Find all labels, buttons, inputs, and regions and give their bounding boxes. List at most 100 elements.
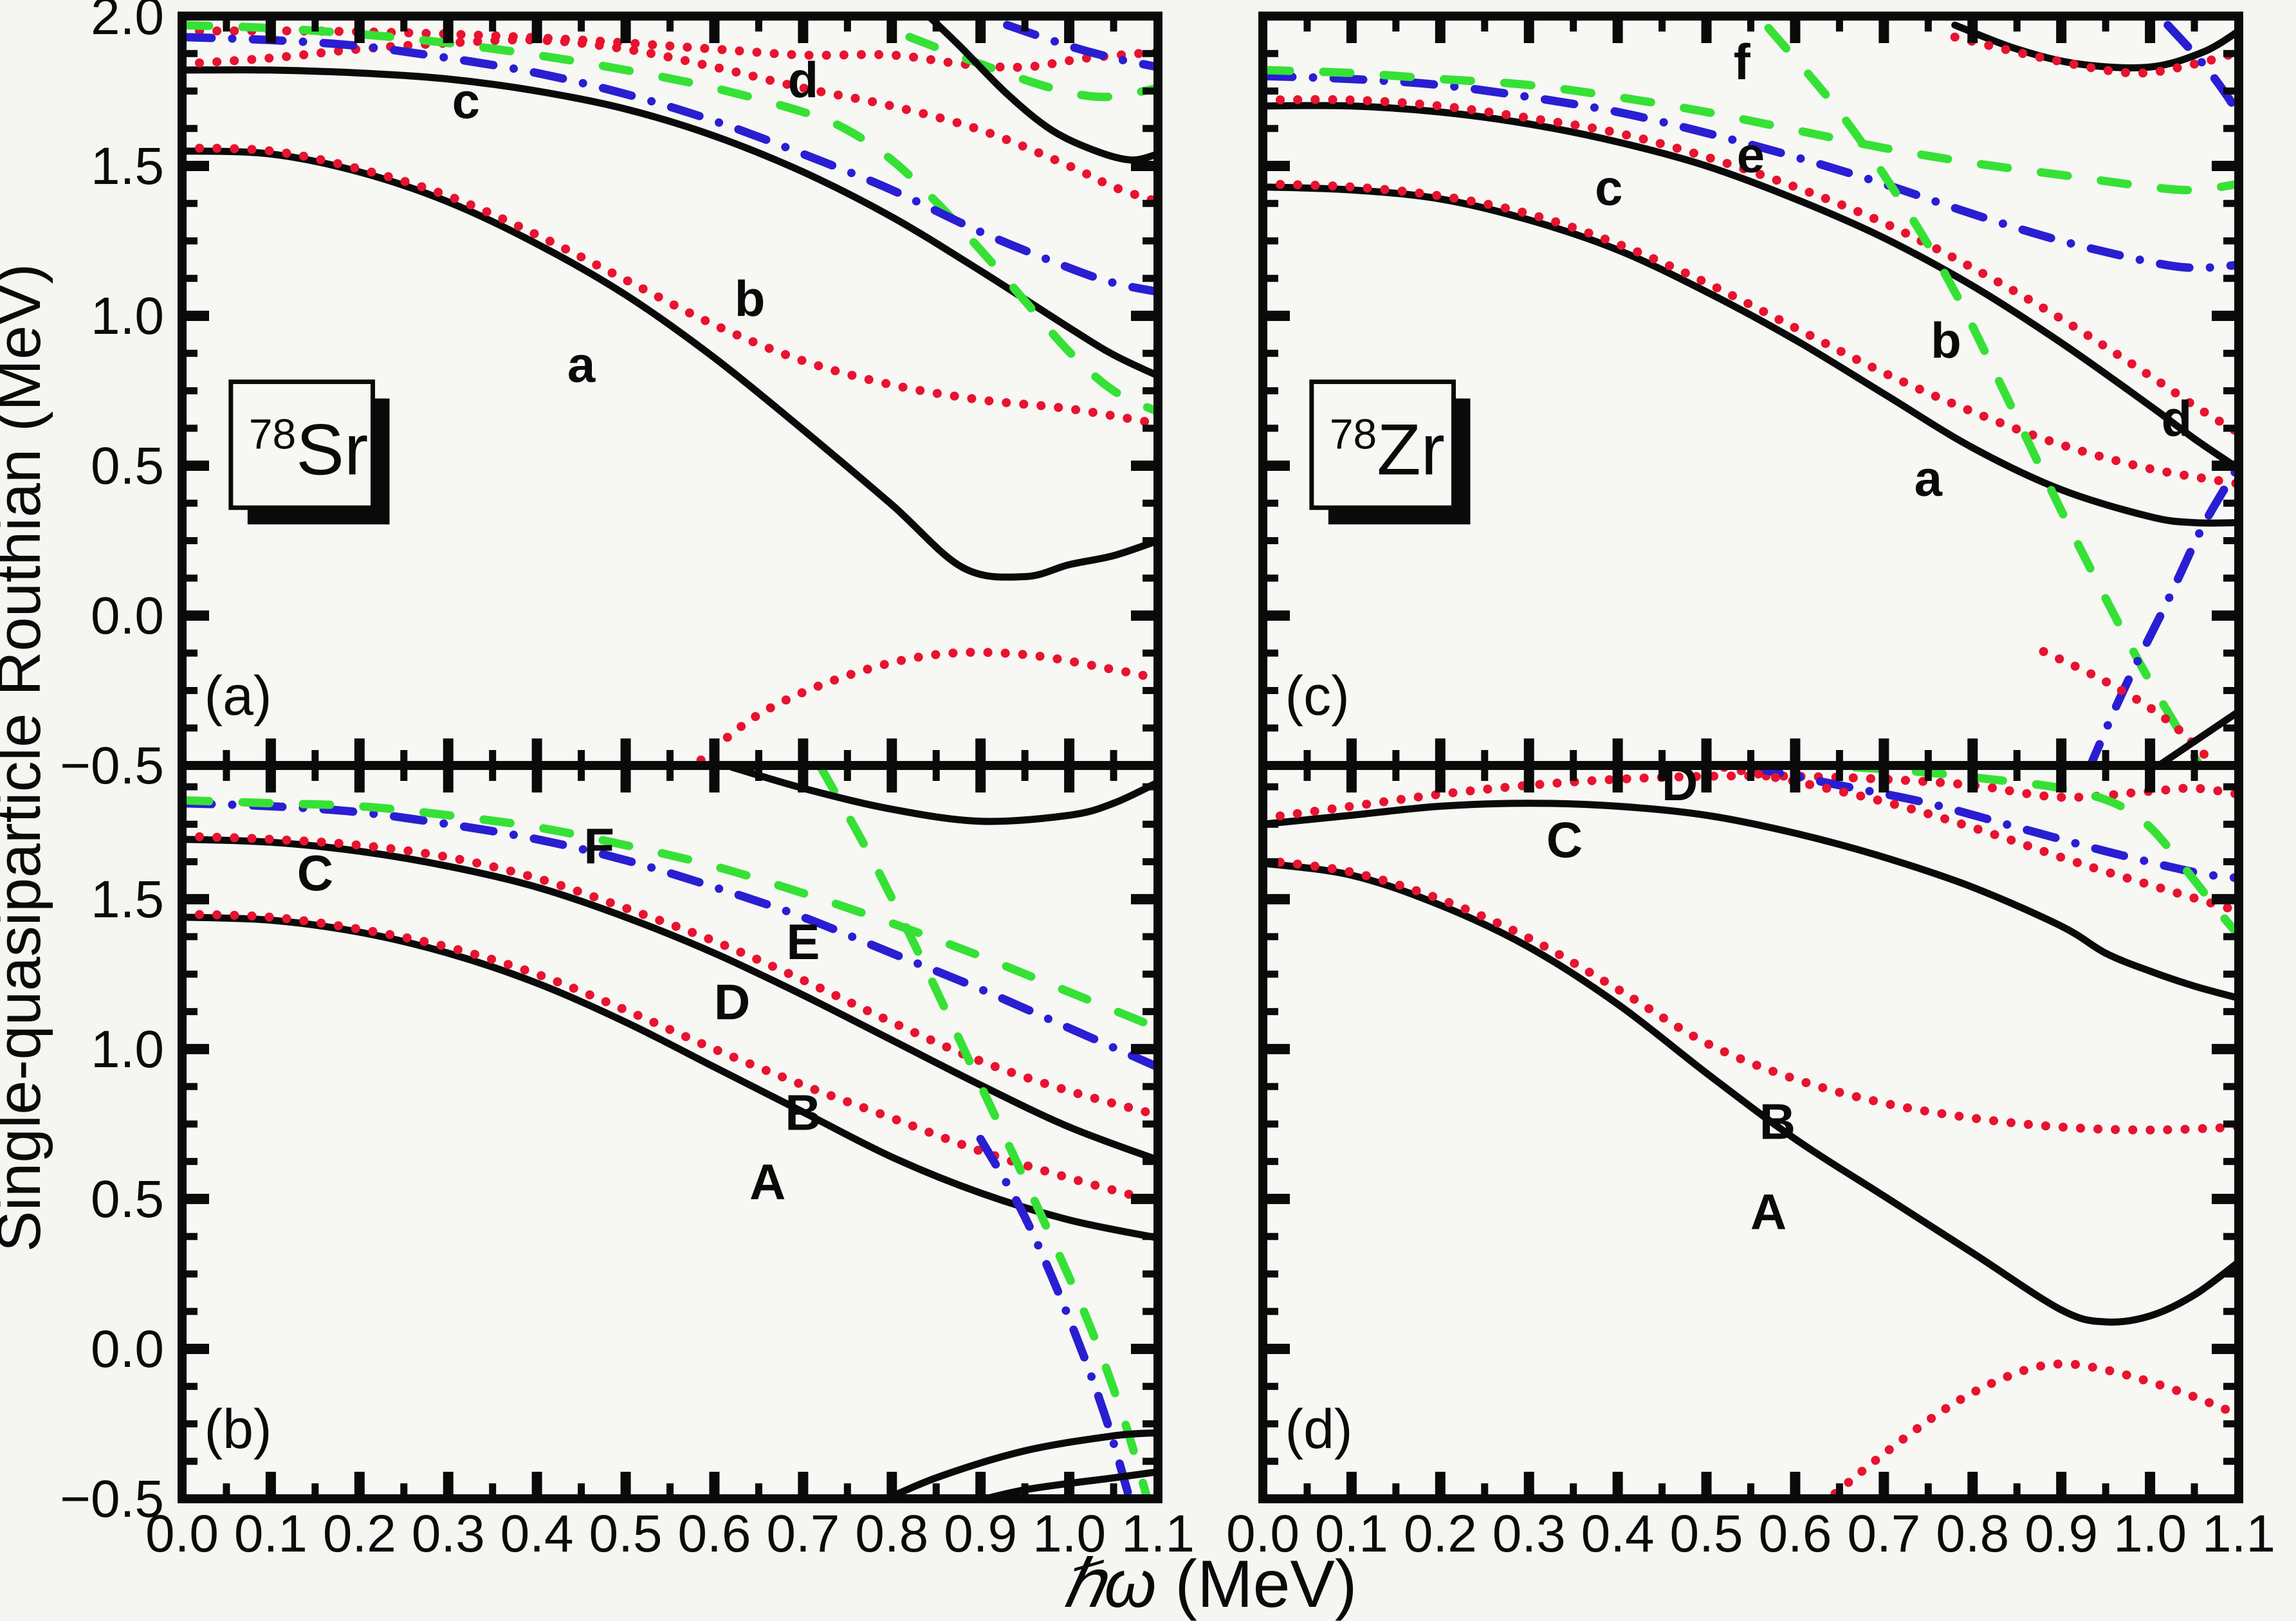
curve-c-a: [1263, 183, 2239, 527]
panel-border-d: [1258, 761, 2243, 1503]
y-axis-title: Single-quasiparticle Routhian (MeV): [0, 264, 53, 1252]
panel-c: 78Zr c ef b a d (c): [1258, 12, 2243, 770]
x-tick-label-d-0.9: 0.9: [2025, 1505, 2098, 1563]
curve-c-c: [1263, 102, 2239, 473]
curve-c-green-plunge: [1764, 24, 2205, 765]
curve-b-black-riser-1: [878, 1429, 1158, 1499]
x-tick-label-d-0.3: 0.3: [1492, 1505, 1566, 1563]
curve-b-E: [182, 799, 1158, 1072]
isotope-box-a: [228, 380, 376, 510]
y-tick-label-a-0.5: 0.5: [91, 437, 164, 495]
panel-curves-b: [182, 765, 1158, 1499]
panel-curves-c: [1263, 21, 2239, 765]
curve-b-F: [182, 796, 1158, 1032]
x-tick-label-b-0.1: 0.1: [234, 1505, 308, 1563]
curve-label-c-c: c: [1595, 160, 1622, 216]
x-axis-title-unit: (MeV): [1156, 1547, 1357, 1621]
x-tick-label-b-1.1: 1.1: [1121, 1505, 1195, 1563]
curve-a-d: [182, 35, 1158, 206]
x-tick-label-d-0.8: 0.8: [1936, 1505, 2009, 1563]
isotope-label-c: 78Zr: [1330, 409, 1445, 490]
curve-label-d-B: B: [1759, 1094, 1795, 1150]
curve-a-b: [182, 143, 1158, 428]
curve-a-red-bottom: [688, 648, 1158, 765]
curve-label-c-f: f: [1734, 33, 1751, 90]
y-tick-label-b-−0.5: −0.5: [60, 1470, 164, 1528]
isotope-box-c: [1309, 380, 1456, 510]
curve-label-b-B: B: [785, 1085, 821, 1141]
y-tick-label-a-1.0: 1.0: [91, 287, 164, 345]
curve-label-c-d: d: [2162, 390, 2192, 446]
curve-c-black-bottom-right: [2153, 708, 2239, 765]
x-tick-label-b-0.9: 0.9: [944, 1505, 1017, 1563]
curve-label-c-e: e: [1737, 126, 1765, 183]
curve-d-B: [1263, 856, 2239, 1135]
y-tick-label-b-0.5: 0.5: [91, 1170, 164, 1229]
y-tick-label-a-2.0: 2.0: [91, 0, 164, 46]
x-tick-label-d-0.1: 0.1: [1315, 1505, 1388, 1563]
curve-label-a-b: b: [735, 270, 766, 327]
x-tick-label-d-1.1: 1.1: [2202, 1505, 2275, 1563]
x-tick-label-b-0.5: 0.5: [589, 1505, 663, 1563]
curve-c-b: [1263, 179, 2239, 488]
y-tick-label-a-0.0: 0.0: [91, 587, 164, 645]
isotope-mass-c: 78: [1330, 410, 1377, 457]
curve-c-red-top-right: [1950, 32, 2239, 78]
y-tick-label-b-0.0: 0.0: [91, 1320, 164, 1378]
curve-c-blue-rise: [2086, 461, 2239, 765]
isotope-symbol-c: Zr: [1377, 409, 1445, 490]
curve-d-C: [1263, 800, 2239, 1002]
x-tick-label-d-0.4: 0.4: [1581, 1505, 1655, 1563]
x-tick-label-d-0.6: 0.6: [1758, 1505, 1832, 1563]
isotope-mass-a: 78: [249, 410, 296, 457]
isotope-label-a: 78Sr: [249, 409, 368, 490]
curve-a-black-top-right: [928, 16, 1158, 164]
curve-d-red-bottom: [1822, 1359, 2239, 1499]
curve-b-C: [182, 836, 1158, 1164]
y-tick-label-b-1.0: 1.0: [91, 1020, 164, 1079]
curve-b-green-plunge: [816, 765, 1152, 1499]
panel-tag-c: (c): [1285, 665, 1349, 727]
x-tick-label-d-1.0: 1.0: [2113, 1505, 2187, 1563]
curve-d-red-pair: [1720, 765, 2239, 916]
x-tick-label-d-0.7: 0.7: [1847, 1505, 1920, 1563]
curve-c-blue-top-right: [2163, 21, 2239, 122]
curve-a-c: [182, 66, 1158, 380]
curve-c-red-bottom-right: [2039, 646, 2221, 765]
x-tick-label-b-0.7: 0.7: [766, 1505, 840, 1563]
y-tick-label-a-1.5: 1.5: [91, 137, 164, 196]
y-tick-label-b-1.5: 1.5: [91, 870, 164, 929]
x-tick-label-b-0.6: 0.6: [677, 1505, 751, 1563]
x-tick-label-d-0.5: 0.5: [1670, 1505, 1743, 1563]
panel-face-d: [1263, 765, 2239, 1499]
curve-d-A: [1263, 859, 2239, 1326]
curve-a-green-main: [182, 21, 1158, 416]
x-tick-label-d-0.2: 0.2: [1404, 1505, 1477, 1563]
x-tick-label-b-0.2: 0.2: [323, 1505, 396, 1563]
curve-label-d-C: C: [1547, 812, 1583, 868]
curve-label-c-b: b: [1931, 312, 1961, 369]
curve-label-d-A: A: [1750, 1184, 1786, 1240]
x-tick-label-b-0.3: 0.3: [412, 1505, 485, 1563]
y-tick-label-a-−0.5: −0.5: [60, 737, 164, 795]
curve-label-a-a: a: [567, 336, 596, 393]
curve-b-blue-plunge: [976, 1135, 1134, 1499]
curve-a-blue-top-right: [1003, 21, 1158, 71]
curve-label-a-c: c: [452, 72, 480, 129]
panel-tag-b: (b): [204, 1398, 271, 1460]
panel-curves-a: [182, 16, 1158, 765]
panel-border-b: [178, 761, 1162, 1503]
curve-label-b-A: A: [749, 1153, 785, 1210]
panel-curves-d: [1263, 765, 2239, 1499]
panel-tag-d: (d): [1285, 1398, 1352, 1460]
curve-c-e: [1263, 71, 2239, 272]
curve-b-B: [182, 910, 1158, 1207]
curve-label-b-C: C: [297, 845, 333, 901]
panel-tag-a: (a): [204, 665, 271, 727]
x-tick-label-b-0.8: 0.8: [855, 1505, 928, 1563]
isotope-symbol-a: Sr: [296, 409, 368, 490]
